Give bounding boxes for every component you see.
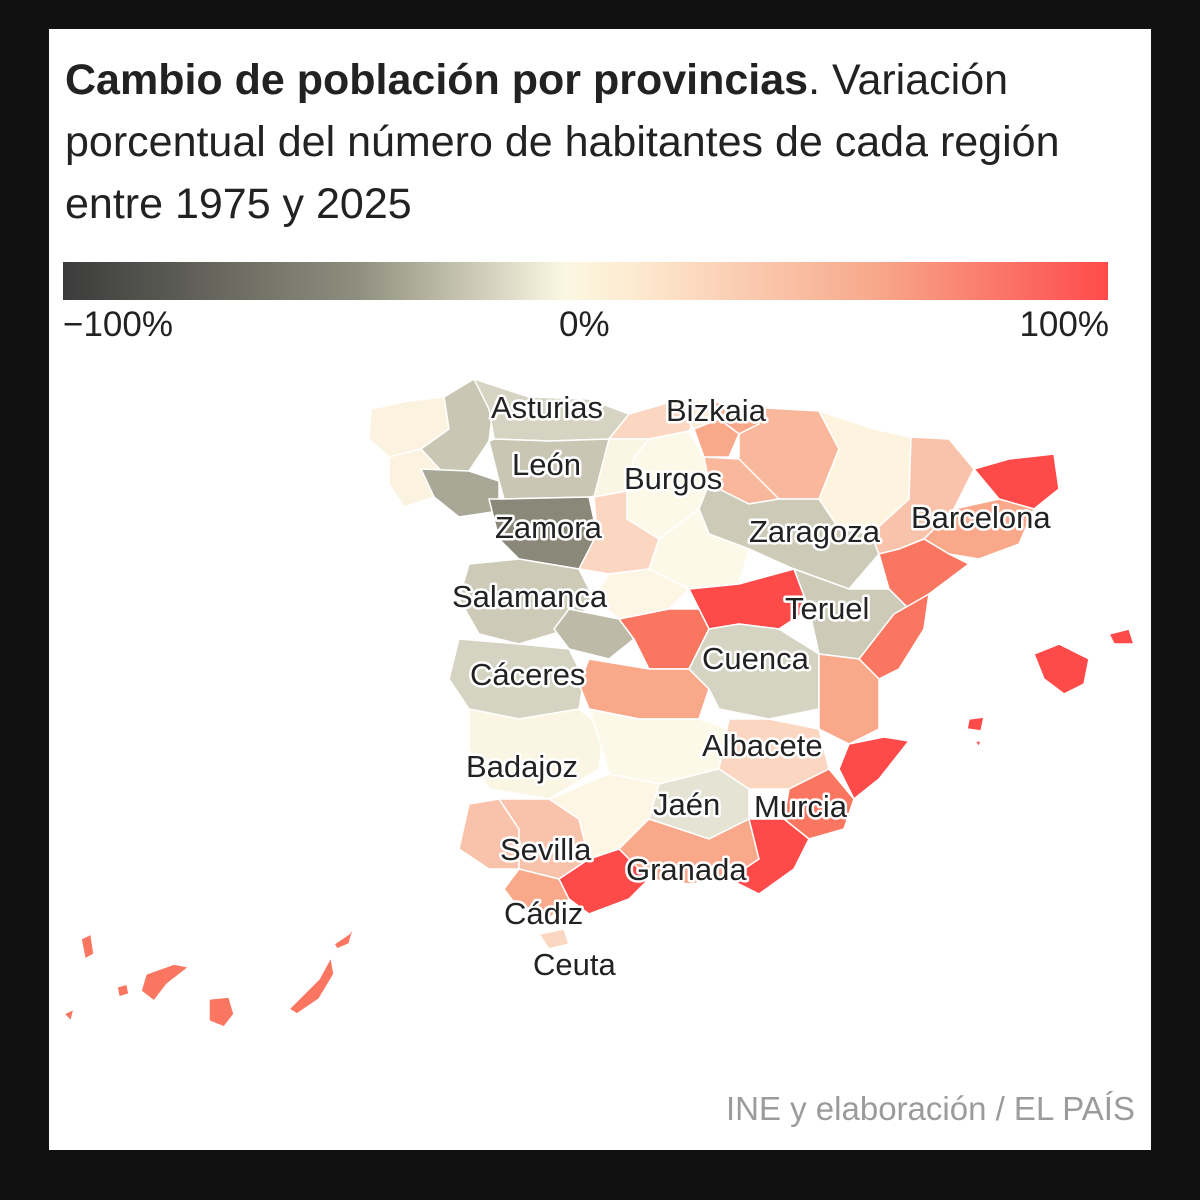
- label-leon: León: [512, 447, 581, 482]
- legend-max-label: 100%: [1019, 305, 1109, 344]
- label-badajoz: Badajoz: [466, 749, 578, 784]
- province-hierro[interactable]: [62, 1007, 76, 1023]
- label-teruel: Teruel: [785, 591, 869, 626]
- label-albacete: Albacete: [702, 728, 823, 763]
- province-palencia[interactable]: [592, 438, 651, 498]
- label-cadiz: Cádiz: [504, 896, 583, 931]
- title-bold: Cambio de población por provincias: [65, 56, 809, 104]
- color-legend-bar: [63, 262, 1108, 300]
- label-murcia: Murcia: [754, 789, 848, 824]
- label-granada: Granada: [626, 852, 747, 887]
- label-sevilla: Sevilla: [500, 832, 592, 867]
- legend-min-label: −100%: [63, 305, 173, 344]
- province-formentera[interactable]: [973, 740, 983, 749]
- province-valencia[interactable]: [818, 653, 880, 745]
- province-badajoz[interactable]: [468, 708, 605, 800]
- province-cuenca[interactable]: [688, 623, 820, 720]
- label-jaen: Jaén: [653, 787, 720, 822]
- province-malaga[interactable]: [558, 848, 651, 915]
- label-ceuta: Ceuta: [533, 947, 616, 982]
- label-zaragoza: Zaragoza: [749, 514, 881, 549]
- province-alicante[interactable]: [838, 736, 911, 801]
- label-caceres: Cáceres: [470, 657, 585, 692]
- label-zamora: Zamora: [495, 510, 603, 545]
- province-gomera[interactable]: [116, 983, 130, 998]
- province-tenerife[interactable]: [140, 963, 191, 1003]
- province-fuerteventura[interactable]: [287, 954, 335, 1015]
- province-alava[interactable]: [693, 418, 740, 458]
- province-menorca[interactable]: [1107, 628, 1136, 645]
- province-almeria[interactable]: [727, 818, 810, 895]
- province-mallorca[interactable]: [1033, 643, 1090, 695]
- chart-title: Cambio de población por provincias. Vari…: [65, 49, 1125, 235]
- chart-card: Cambio de población por provincias. Vari…: [49, 29, 1151, 1150]
- label-asturias: Asturias: [491, 390, 603, 425]
- legend-mid-label: 0%: [559, 305, 610, 344]
- label-burgos: Burgos: [624, 461, 722, 496]
- province-ourense[interactable]: [419, 468, 500, 518]
- province-ceuta[interactable]: [537, 928, 570, 950]
- label-cuenca: Cuenca: [702, 641, 810, 676]
- label-bizkaia: Bizkaia: [666, 393, 767, 428]
- label-salamanca: Salamanca: [452, 579, 608, 614]
- label-barcelona: Barcelona: [911, 500, 1051, 535]
- province-ibiza[interactable]: [966, 716, 985, 732]
- title-rest: . Variación porcentual del número de hab…: [65, 56, 1060, 228]
- province-gran-canaria[interactable]: [208, 996, 235, 1028]
- source-credit: INE y elaboración / EL PAÍS: [725, 1090, 1135, 1127]
- province-lanzarote[interactable]: [332, 926, 355, 950]
- province-la-palma[interactable]: [80, 932, 95, 961]
- choropleth-map: Asturias Bizkaia León Burgos Zamora Zara…: [62, 377, 1136, 1028]
